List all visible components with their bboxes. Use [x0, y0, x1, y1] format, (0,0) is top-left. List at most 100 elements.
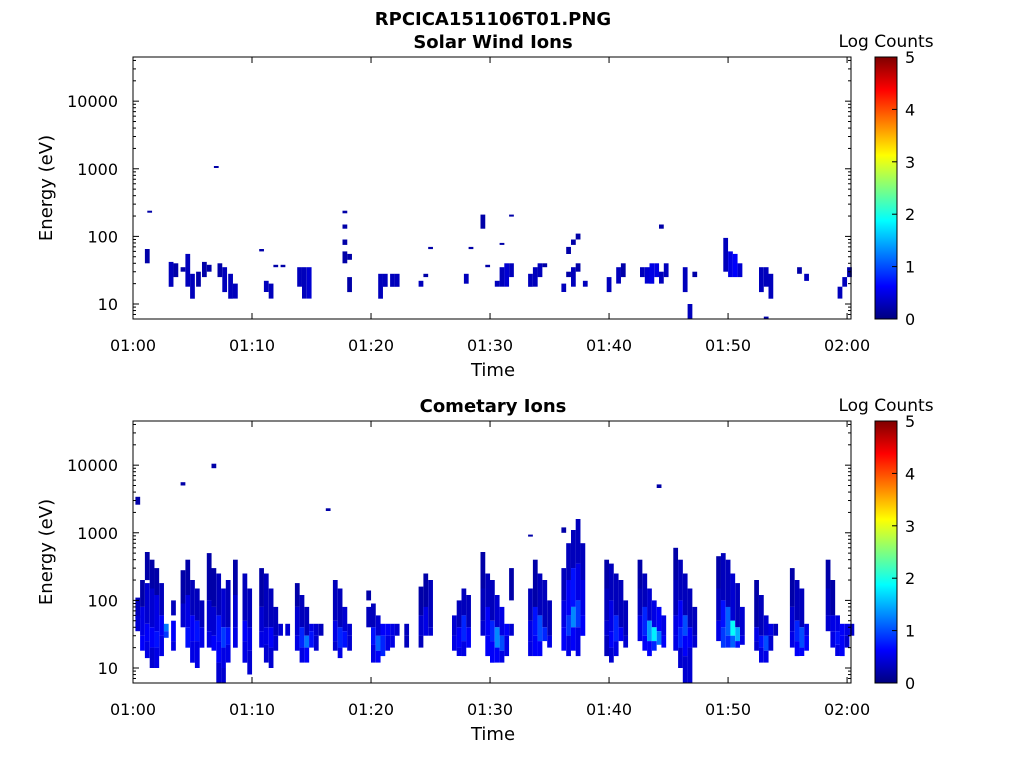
heatmap-cell	[268, 647, 274, 668]
heatmap-cell	[342, 224, 348, 229]
heatmap-cell	[640, 267, 645, 278]
heatmap-cell	[221, 647, 226, 668]
heatmap-cell	[835, 644, 840, 656]
y-axis-label: Energy (eV)	[36, 135, 57, 241]
heatmap-cell	[196, 271, 201, 287]
heatmap-cell	[242, 573, 248, 621]
heatmap-cell	[763, 267, 769, 287]
heatmap-cell	[537, 615, 543, 642]
heatmap-cell	[140, 635, 145, 651]
heatmap-cell	[259, 568, 264, 607]
heatmap-cell	[428, 627, 433, 636]
heatmap-cell	[637, 615, 643, 642]
heatmap-cell	[149, 559, 155, 589]
heatmap-cell	[839, 635, 845, 657]
heatmap-cell	[342, 631, 348, 648]
x-tick-label: 02:00	[824, 336, 870, 355]
colorbar-tick-label: 4	[905, 464, 915, 483]
heatmap-cell	[366, 606, 372, 628]
heatmap-cell	[216, 662, 222, 683]
heatmap-cell	[144, 552, 150, 581]
heatmap-cell	[649, 263, 655, 284]
heatmap-cell	[737, 263, 743, 278]
heatmap-cell	[304, 606, 310, 636]
heatmap-cell	[163, 631, 169, 638]
y-axis-label: Energy (eV)	[36, 499, 57, 605]
heatmap-cell	[225, 627, 231, 645]
heatmap-cell	[242, 620, 248, 642]
heatmap-cell	[566, 246, 571, 254]
heatmap-cell	[140, 606, 145, 636]
colorbar-tick-label: 1	[905, 622, 915, 641]
heatmap-cell	[763, 635, 769, 651]
figure-title: RPCICA151106T01.PNG	[375, 9, 611, 30]
heatmap-cell	[528, 641, 533, 657]
heatmap-cell	[835, 615, 840, 632]
heatmap-cell	[528, 588, 533, 621]
heatmap-cell	[233, 283, 238, 299]
heatmap-cell	[159, 583, 164, 616]
heatmap-cell	[375, 650, 381, 663]
heatmap-cell	[423, 606, 429, 636]
heatmap-cell	[154, 595, 160, 632]
heatmap-cell	[233, 627, 238, 648]
heatmap-cell	[613, 573, 619, 616]
heatmap-cell	[490, 641, 495, 663]
colorbar-label: Log Counts	[838, 396, 933, 416]
heatmap-cell	[844, 635, 850, 648]
heatmap-cell	[485, 635, 491, 657]
heatmap-cell	[561, 600, 567, 628]
heatmap-cell	[730, 620, 736, 636]
colorbar-tick-label: 0	[905, 310, 915, 329]
heatmap-cell	[313, 623, 319, 636]
heatmap-cell	[647, 641, 652, 657]
heatmap-cell	[185, 559, 191, 596]
heatmap-cell	[378, 273, 383, 299]
heatmap-cell	[759, 647, 764, 663]
heatmap-cell	[575, 233, 581, 240]
y-tick-label: 10	[98, 295, 118, 314]
heatmap-cell	[509, 623, 514, 636]
x-tick-label: 01:20	[348, 700, 394, 719]
heatmap-cell	[763, 615, 769, 636]
heatmap-cell	[804, 623, 809, 636]
heatmap-cell	[273, 606, 279, 636]
heatmap-cell	[661, 615, 667, 636]
heatmap-cell	[647, 620, 652, 642]
heatmap-cell	[773, 623, 779, 636]
x-axis-label: Time	[470, 360, 515, 381]
heatmap-cell	[682, 656, 688, 683]
heatmap-cell	[656, 484, 662, 488]
heatmap-cell	[313, 635, 319, 651]
heatmap-cell	[225, 644, 231, 663]
heatmap-cell	[692, 271, 698, 278]
heatmap-cell	[504, 635, 510, 657]
heatmap-cell	[613, 615, 619, 642]
colorbar: 0 1 2 3 4 5	[874, 48, 915, 329]
heatmap-cell	[844, 623, 850, 636]
heatmap-cell	[575, 563, 581, 601]
heatmap-cell	[285, 623, 291, 636]
colorbar-tick-label: 5	[905, 412, 915, 431]
heatmap-cell	[849, 623, 855, 636]
heatmap-cell	[606, 277, 612, 293]
heatmap-cell	[390, 635, 395, 648]
heatmap-cell	[673, 635, 679, 651]
heatmap-cell	[692, 635, 698, 648]
heatmap-cell	[618, 627, 624, 642]
heatmap-cell	[682, 573, 688, 616]
heatmap-cell	[735, 641, 740, 648]
heatmap-cell	[799, 647, 805, 656]
heatmap-cell	[461, 641, 467, 657]
heatmap-cell	[225, 580, 231, 628]
heatmap-cell	[135, 597, 141, 618]
heatmap-cell	[294, 606, 300, 636]
heatmap-cell	[221, 627, 226, 648]
heatmap-cell	[394, 273, 400, 287]
heatmap-cell	[637, 588, 643, 616]
heatmap-cell	[144, 249, 150, 264]
heatmap-cell	[168, 261, 174, 287]
heatmap-cell	[380, 635, 386, 657]
heatmap-cell	[566, 615, 571, 636]
colorbar-tick-label: 4	[905, 100, 915, 119]
